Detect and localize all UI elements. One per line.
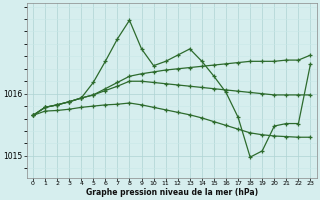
X-axis label: Graphe pression niveau de la mer (hPa): Graphe pression niveau de la mer (hPa) bbox=[86, 188, 258, 197]
